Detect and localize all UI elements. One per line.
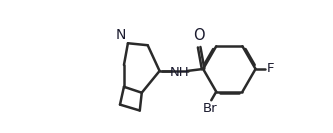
Text: F: F — [267, 63, 274, 75]
Text: Br: Br — [203, 102, 217, 115]
Text: NH: NH — [169, 66, 189, 79]
Text: N: N — [116, 28, 126, 42]
Text: O: O — [193, 28, 205, 43]
